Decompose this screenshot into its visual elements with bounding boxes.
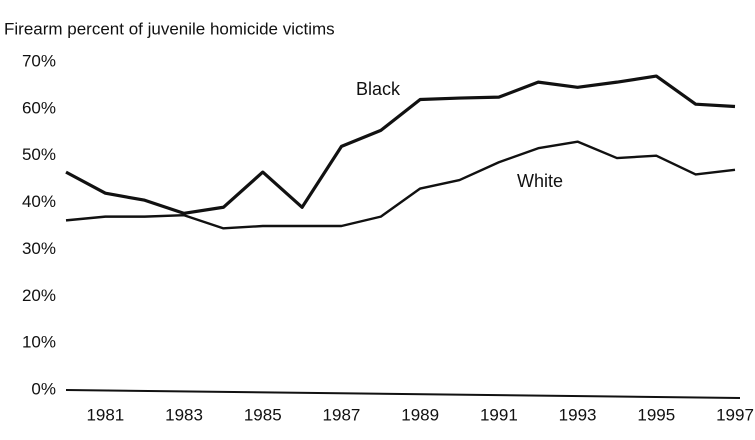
x-tick-label: 1995 bbox=[637, 405, 675, 424]
x-tick-label: 1981 bbox=[86, 405, 124, 424]
y-tick-label: 10% bbox=[22, 333, 56, 352]
x-axis bbox=[65, 389, 741, 399]
series-line bbox=[65, 140, 736, 230]
y-tick-label: 60% bbox=[22, 98, 56, 117]
x-tick-label: 1989 bbox=[401, 405, 439, 424]
y-tick-label: 0% bbox=[31, 379, 56, 398]
y-tick-label: 30% bbox=[22, 239, 56, 258]
y-tick-label: 50% bbox=[22, 145, 56, 164]
x-tick-label: 1993 bbox=[559, 405, 597, 424]
series-line bbox=[65, 74, 736, 215]
chart-title: Firearm percent of juvenile homicide vic… bbox=[4, 19, 335, 38]
series-label: Black bbox=[356, 79, 401, 99]
x-tick-label: 1987 bbox=[323, 405, 361, 424]
x-tick-label: 1983 bbox=[165, 405, 203, 424]
x-tick-label: 1985 bbox=[244, 405, 282, 424]
y-tick-label: 40% bbox=[22, 192, 56, 211]
x-tick-label: 1997 bbox=[716, 405, 754, 424]
x-tick-label: 1991 bbox=[480, 405, 518, 424]
y-tick-label: 20% bbox=[22, 286, 56, 305]
y-tick-label: 70% bbox=[22, 51, 56, 70]
series-label: White bbox=[517, 171, 563, 191]
